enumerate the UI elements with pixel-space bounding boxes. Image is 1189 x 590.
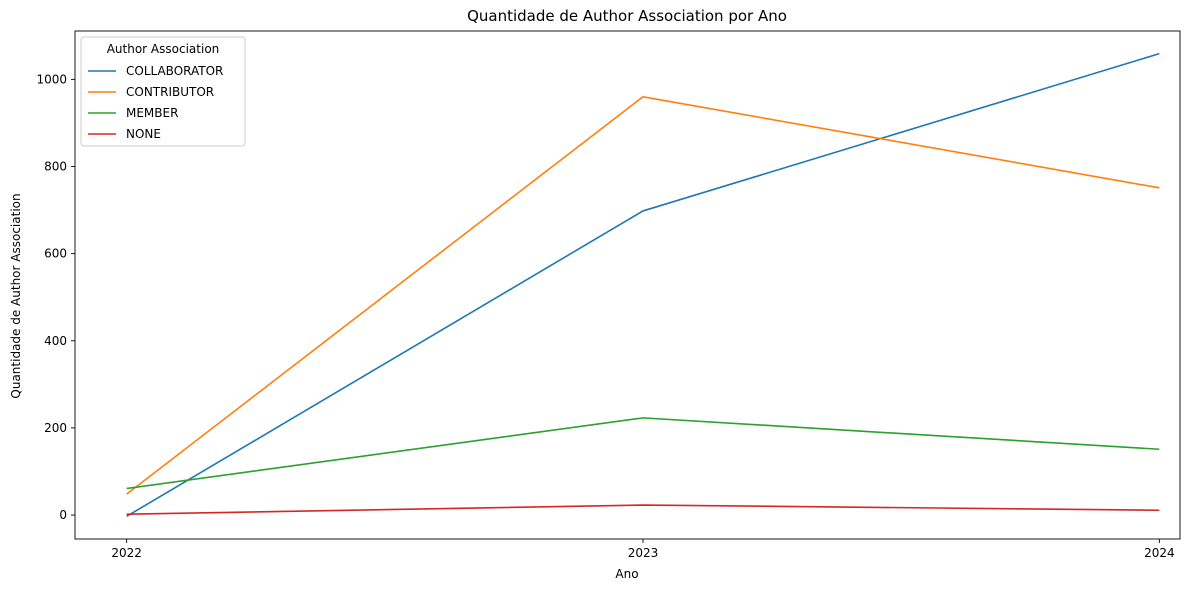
plot-area: 0 200 400 600 800 1000 2022 2023 2024 xyxy=(36,30,1181,560)
y-tick-label: 200 xyxy=(44,421,67,435)
legend-title: Author Association xyxy=(107,42,220,56)
y-tick-label: 0 xyxy=(59,508,67,522)
series-line-member xyxy=(126,417,1160,490)
series-line-collaborator xyxy=(126,52,1160,518)
axes-frame xyxy=(74,30,1181,540)
x-axis-label: Ano xyxy=(615,567,638,581)
legend-label-none: NONE xyxy=(126,127,161,141)
series-lines xyxy=(126,52,1160,518)
y-tick-label: 800 xyxy=(44,159,67,173)
y-axis-label: Quantidade de Author Association xyxy=(9,193,23,398)
chart-title: Quantidade de Author Association por Ano xyxy=(467,7,787,25)
x-tick-label: 2022 xyxy=(111,546,142,560)
legend-box xyxy=(80,36,246,147)
y-tick-label: 600 xyxy=(44,247,67,261)
y-tick-label: 400 xyxy=(44,334,67,348)
series-line-none xyxy=(126,504,1160,515)
series-line-contributor xyxy=(126,95,1160,495)
legend-label-collaborator: COLLABORATOR xyxy=(126,64,223,78)
y-tick-label: 1000 xyxy=(36,72,67,86)
x-tick-label: 2024 xyxy=(1144,546,1175,560)
legend-label-contributor: CONTRIBUTOR xyxy=(126,85,214,99)
x-tick-label: 2023 xyxy=(628,546,659,560)
legend-label-member: MEMBER xyxy=(126,106,178,120)
legend: Author Association COLLABORATOR CONTRIBUTO… xyxy=(80,36,246,147)
